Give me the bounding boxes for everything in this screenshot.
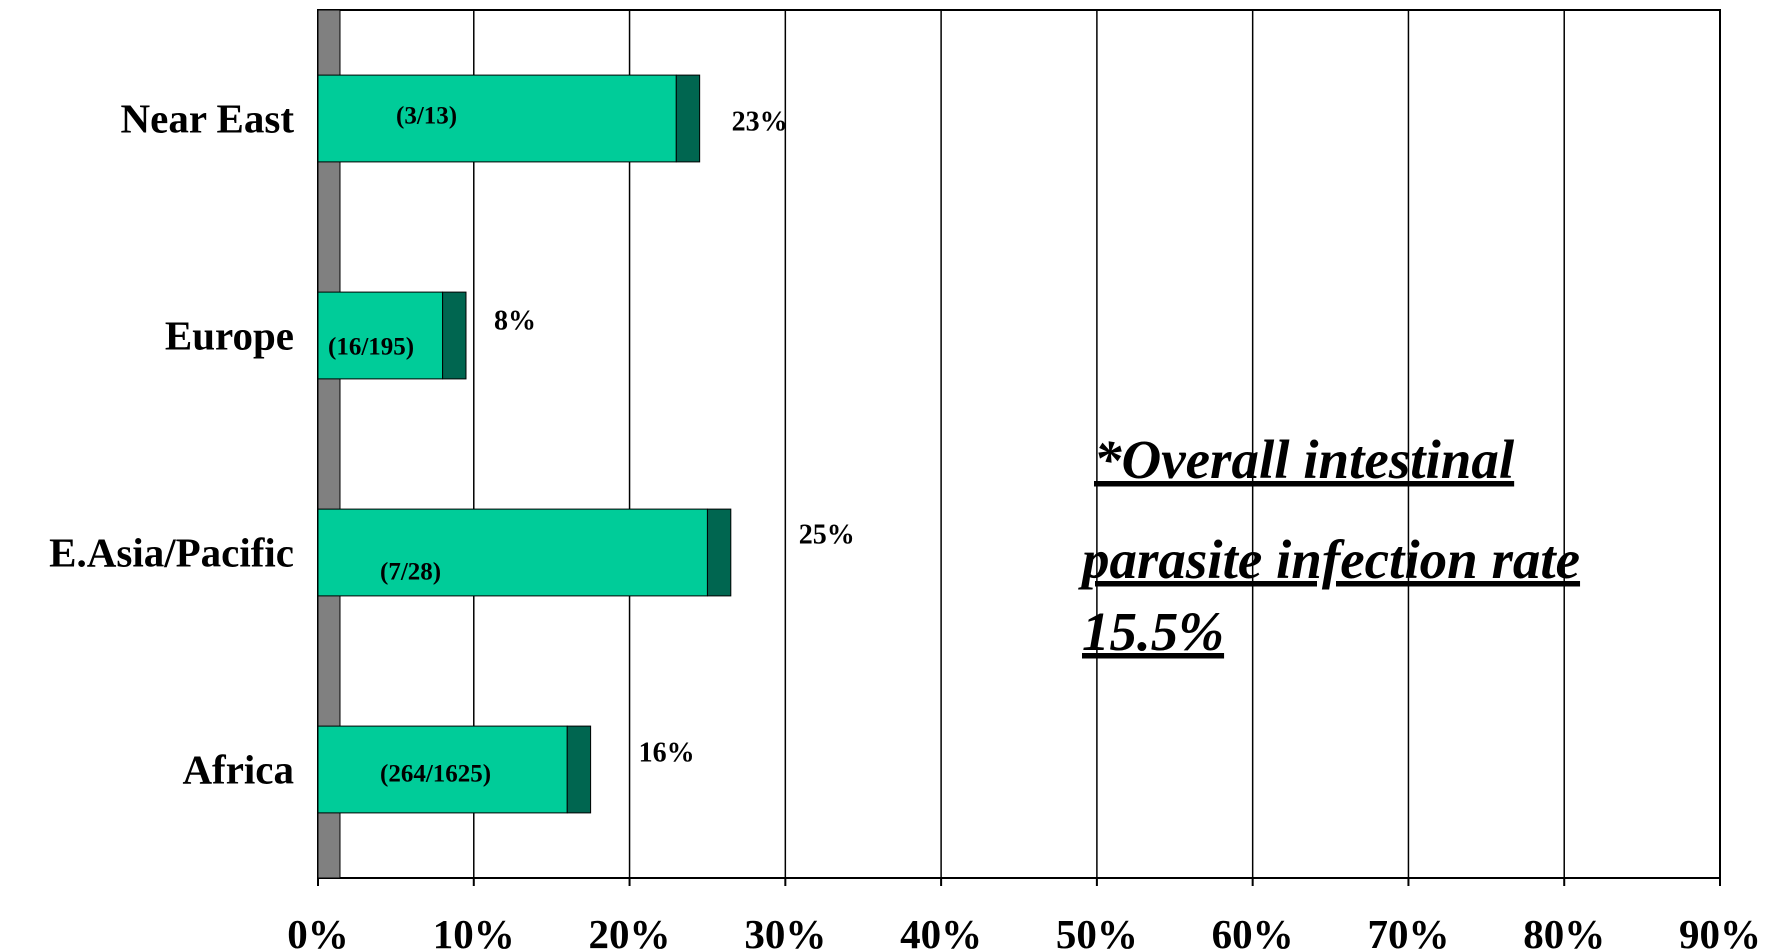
x-axis-ticks: 0% 10% 20% 30% 40% 50% 60% 70% 80% 90% [287, 878, 1761, 950]
bar-cap [442, 291, 467, 380]
y-axis-band [317, 9, 341, 879]
x-tick-label: 20% [589, 911, 671, 950]
x-tick-label: 40% [900, 911, 982, 950]
percent-label: 16% [639, 738, 695, 769]
category-label: Africa [182, 747, 294, 793]
bar-cap [706, 508, 732, 597]
x-tick-label: 70% [1367, 911, 1449, 950]
x-tick-label: 50% [1056, 911, 1138, 950]
fraction-label: (16/195) [328, 334, 414, 361]
x-tick-label: 0% [287, 911, 349, 950]
category-label: E.Asia/Pacific [49, 530, 294, 576]
x-tick-label: 10% [433, 911, 515, 950]
category-label: Near East [121, 96, 295, 142]
fraction-label: (264/1625) [380, 761, 491, 788]
bar-near-east [317, 74, 677, 163]
annotation-line-2: parasite infection rate [1078, 529, 1580, 590]
x-tick-label: 90% [1679, 911, 1761, 950]
annotation-line-3: 15.5% [1082, 601, 1224, 662]
fraction-label: (7/28) [380, 559, 441, 586]
percent-label: 8% [494, 306, 536, 337]
bars [317, 74, 732, 814]
percent-label: 23% [732, 107, 788, 138]
category-label: Europe [165, 313, 294, 359]
annotation-line-1: *Overall intestinal [1094, 429, 1515, 490]
bar-cap [566, 725, 592, 814]
category-labels: Near East Europe E.Asia/Pacific Africa [49, 96, 294, 793]
bar-cap [675, 74, 701, 163]
bar-africa [317, 725, 568, 814]
percent-label: 25% [799, 520, 855, 551]
bar-europe [317, 291, 444, 380]
overall-rate-annotation: *Overall intestinal parasite infection r… [1078, 429, 1580, 662]
bar-labels: (3/13) 23% (16/195) 8% (7/28) 25% (264/1625) 16… [328, 103, 855, 788]
fraction-label: (3/13) [396, 103, 457, 130]
x-tick-label: 60% [1212, 911, 1294, 950]
x-tick-label: 80% [1523, 911, 1605, 950]
x-tick-label: 30% [744, 911, 826, 950]
bar-e-asia-pacific [317, 508, 708, 597]
